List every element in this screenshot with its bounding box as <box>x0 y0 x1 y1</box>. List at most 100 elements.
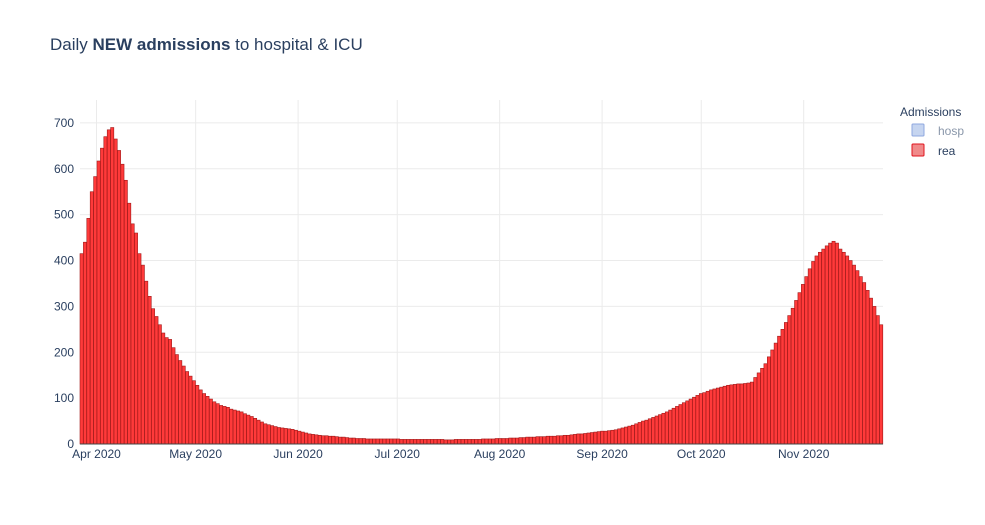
bar-rea[interactable] <box>556 435 560 445</box>
bar-rea[interactable] <box>583 433 588 445</box>
bar-rea[interactable] <box>715 387 720 445</box>
bar-rea[interactable] <box>732 384 737 445</box>
bar-rea[interactable] <box>120 163 125 445</box>
bar-rea[interactable] <box>144 280 149 445</box>
bar-rea[interactable] <box>294 429 298 445</box>
bar-rea[interactable] <box>869 297 873 445</box>
bar-rea[interactable] <box>239 411 244 445</box>
legend-swatch-rea[interactable] <box>911 143 925 157</box>
bar-rea[interactable] <box>256 419 261 445</box>
bar-rea[interactable] <box>253 418 258 445</box>
bar-rea[interactable] <box>668 409 673 445</box>
bar-rea[interactable] <box>705 390 710 445</box>
bar-rea[interactable] <box>862 282 867 445</box>
bar-rea[interactable] <box>260 421 264 445</box>
bar-rea[interactable] <box>93 176 98 445</box>
bar-rea[interactable] <box>277 427 281 445</box>
bar-rea[interactable] <box>89 191 94 445</box>
bar-rea[interactable] <box>331 435 336 445</box>
bar-rea[interactable] <box>573 434 577 445</box>
bar-rea[interactable] <box>481 438 486 445</box>
bar-rea[interactable] <box>562 434 567 445</box>
bar-rea[interactable] <box>226 407 230 445</box>
bar-rea[interactable] <box>297 430 302 445</box>
bar-rea[interactable] <box>113 138 118 445</box>
bar-rea[interactable] <box>590 432 594 445</box>
bar-rea[interactable] <box>338 436 343 445</box>
bar-rea[interactable] <box>161 332 166 445</box>
bar-rea[interactable] <box>106 129 111 445</box>
bar-rea[interactable] <box>317 434 322 445</box>
bar-rea[interactable] <box>86 218 91 445</box>
bar-rea[interactable] <box>491 438 496 445</box>
bar-rea[interactable] <box>181 365 186 445</box>
bar-rea[interactable] <box>236 410 241 445</box>
bar-rea[interactable] <box>746 382 751 445</box>
bar-rea[interactable] <box>651 417 656 445</box>
bar-rea[interactable] <box>127 202 132 445</box>
bar-rea[interactable] <box>79 253 84 445</box>
bar-rea[interactable] <box>229 408 234 445</box>
bar-rea[interactable] <box>423 439 428 445</box>
bar-rea[interactable] <box>205 395 210 445</box>
bar-rea[interactable] <box>334 436 339 445</box>
bar-rea[interactable] <box>287 428 292 445</box>
bar-rea[interactable] <box>474 439 479 445</box>
bar-rea[interactable] <box>661 412 666 445</box>
bar-rea[interactable] <box>355 438 360 445</box>
bar-rea[interactable] <box>824 245 829 445</box>
bar-rea[interactable] <box>273 426 278 445</box>
bar-rea[interactable] <box>784 322 788 445</box>
bar-rea[interactable] <box>266 424 271 445</box>
bar-rea[interactable] <box>647 418 652 445</box>
bar-rea[interactable] <box>620 427 625 445</box>
bar-rea[interactable] <box>675 406 679 445</box>
bar-rea[interactable] <box>644 419 649 445</box>
bar-rea[interactable] <box>814 255 819 445</box>
bar-rea[interactable] <box>777 335 782 445</box>
bar-rea[interactable] <box>96 160 101 445</box>
bar-rea[interactable] <box>613 429 618 445</box>
bar-rea[interactable] <box>198 389 203 445</box>
bar-rea[interactable] <box>637 422 642 445</box>
bar-rea[interactable] <box>178 360 183 445</box>
bar-rea[interactable] <box>835 242 839 445</box>
bar-rea[interactable] <box>780 329 785 445</box>
bar-rea[interactable] <box>685 400 690 445</box>
bar-rea[interactable] <box>875 315 880 445</box>
bar-rea[interactable] <box>191 380 196 445</box>
bar-rea[interactable] <box>681 402 686 445</box>
bar-rea[interactable] <box>450 439 455 445</box>
bar-rea[interactable] <box>787 315 792 445</box>
bar-rea[interactable] <box>365 438 370 445</box>
bar-rea[interactable] <box>202 393 206 445</box>
bar-rea[interactable] <box>549 435 554 445</box>
bar-rea[interactable] <box>767 356 771 445</box>
bar-rea[interactable] <box>535 436 540 445</box>
bar-rea[interactable] <box>702 392 707 445</box>
bar-rea[interactable] <box>525 436 530 445</box>
bar-rea[interactable] <box>426 439 431 445</box>
bar-rea[interactable] <box>505 438 509 445</box>
bar-rea[interactable] <box>664 411 669 445</box>
bar-rea[interactable] <box>848 260 853 445</box>
bar-rea[interactable] <box>358 438 363 445</box>
bar-rea[interactable] <box>185 371 189 445</box>
bar-rea[interactable] <box>865 290 870 445</box>
bar-rea[interactable] <box>379 438 383 445</box>
bar-rea[interactable] <box>518 437 523 445</box>
bar-rea[interactable] <box>739 383 744 445</box>
bar-rea[interactable] <box>511 437 516 445</box>
bar-rea[interactable] <box>586 432 591 445</box>
bar-rea[interactable] <box>872 306 877 445</box>
bar-rea[interactable] <box>433 439 438 445</box>
bar-rea[interactable] <box>392 438 397 445</box>
bar-rea[interactable] <box>841 251 846 445</box>
bar-rea[interactable] <box>419 439 424 445</box>
bar-rea[interactable] <box>494 438 499 445</box>
bar-rea[interactable] <box>532 436 537 445</box>
bar-rea[interactable] <box>634 423 639 445</box>
bar-rea[interactable] <box>307 433 312 445</box>
bar-rea[interactable] <box>855 270 860 445</box>
bar-rea[interactable] <box>399 439 404 445</box>
